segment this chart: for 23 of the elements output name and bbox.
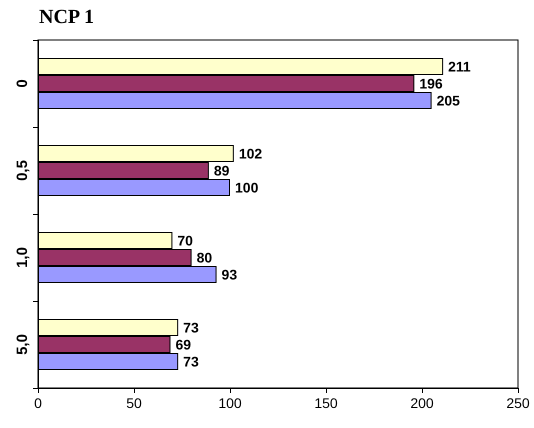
data-label: 102 [238, 146, 262, 162]
x-tick-label: 100 [218, 395, 242, 411]
x-tick-label: 50 [126, 395, 142, 411]
data-label: 93 [222, 266, 238, 282]
x-tick-label: 200 [410, 395, 434, 411]
data-label: 196 [419, 76, 443, 92]
data-label: 80 [196, 250, 212, 266]
y-tick-label: 5,0 [14, 334, 31, 355]
data-label: 100 [235, 180, 259, 196]
y-tick-label: 1,0 [14, 247, 31, 268]
data-label: 70 [177, 232, 194, 248]
x-tick-label: 0 [34, 395, 42, 411]
data-label: 73 [183, 354, 199, 370]
data-label: 211 [448, 58, 471, 74]
x-tick-label: 150 [314, 395, 338, 411]
y-tick-label: 0 [14, 79, 31, 88]
data-label: 205 [436, 92, 460, 108]
data-label: 73 [183, 320, 199, 336]
data-label: 89 [214, 162, 230, 178]
data-label: 69 [175, 336, 192, 352]
y-tick-label: 0,5 [14, 160, 31, 181]
x-tick-label: 250 [506, 395, 530, 411]
chart-title: NCP 1 [39, 6, 94, 28]
